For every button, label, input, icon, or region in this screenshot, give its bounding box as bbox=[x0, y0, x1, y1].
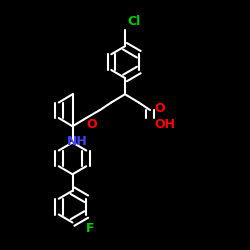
Text: F: F bbox=[86, 222, 94, 235]
Text: O: O bbox=[155, 102, 165, 115]
Text: NH: NH bbox=[67, 135, 88, 148]
Text: O: O bbox=[86, 118, 97, 132]
Text: OH: OH bbox=[154, 118, 176, 132]
Text: Cl: Cl bbox=[127, 15, 140, 28]
